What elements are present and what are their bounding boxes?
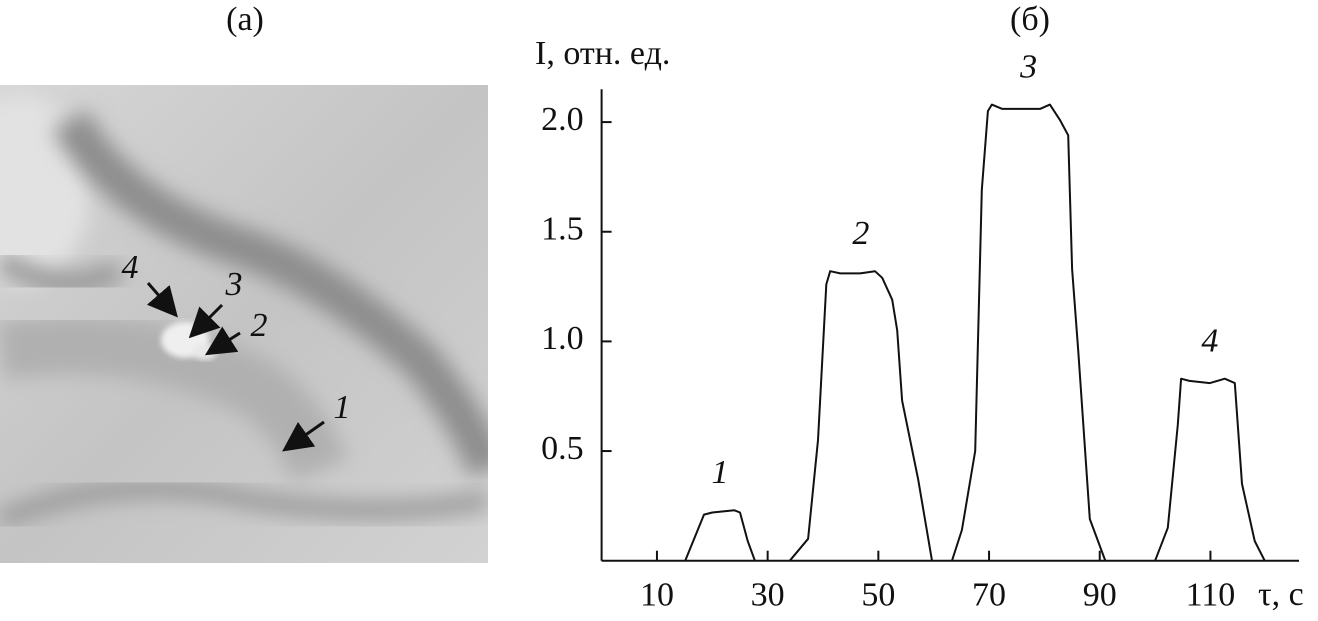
y-tick-label: 2.0 <box>541 101 584 138</box>
x-tick-label: 50 <box>861 576 895 613</box>
y-tick-label: 1.5 <box>541 211 584 248</box>
x-tick-label: 10 <box>640 576 674 613</box>
photo-label: 2 <box>251 307 268 344</box>
photo <box>0 85 488 563</box>
y-tick-label: 0.5 <box>541 430 584 467</box>
y-tick-label: 1.0 <box>541 320 584 357</box>
arrow <box>188 303 224 339</box>
x-tick-label: 110 <box>1186 576 1236 613</box>
photo-arrows <box>146 282 325 452</box>
photo-label: 1 <box>334 389 351 426</box>
arrow <box>282 420 325 452</box>
peak-label: 1 <box>712 454 729 491</box>
peak-label: 4 <box>1201 322 1218 359</box>
data-line <box>684 103 1266 562</box>
x-tick-label: 30 <box>751 576 785 613</box>
peak-label: 3 <box>1019 48 1037 85</box>
arrow <box>204 326 241 356</box>
photo-label: 3 <box>225 266 243 303</box>
arrow <box>146 282 178 318</box>
x-tick-label: 70 <box>972 576 1006 613</box>
panel-label: (б) <box>1010 1 1050 38</box>
panel-label: (a) <box>226 1 264 38</box>
photo-label: 4 <box>122 249 139 286</box>
x-axis-label: τ, с <box>1258 576 1304 613</box>
x-tick-label: 90 <box>1083 576 1117 613</box>
peak-label: 2 <box>852 215 869 252</box>
y-axis-label: I, отн. ед. <box>535 35 670 72</box>
